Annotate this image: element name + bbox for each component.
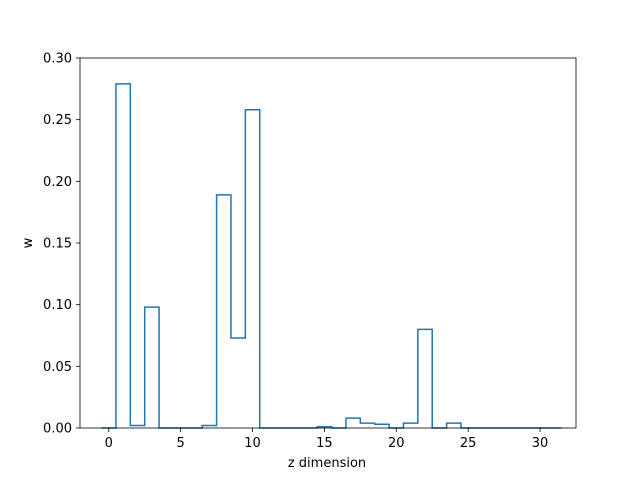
x-axis-label: z dimension bbox=[288, 456, 366, 471]
y-tick-label: 0.05 bbox=[43, 360, 72, 375]
x-tick-label: 25 bbox=[460, 436, 477, 451]
x-tick-label: 15 bbox=[316, 436, 333, 451]
histogram-step-line bbox=[101, 83, 562, 429]
histogram-bar bbox=[245, 110, 259, 428]
y-tick-label: 0.10 bbox=[43, 298, 72, 313]
plot-area bbox=[101, 83, 562, 429]
plot-frame bbox=[79, 57, 577, 429]
y-tick-label: 0.20 bbox=[43, 175, 72, 190]
histogram-bar bbox=[418, 329, 432, 428]
x-tick-label: 20 bbox=[388, 436, 405, 451]
x-tick-label: 10 bbox=[244, 436, 261, 451]
x-axis-ticks: 0 5 10 15 20 25 30 bbox=[105, 428, 549, 451]
y-tick-label: 0.30 bbox=[43, 52, 72, 67]
histogram-bar bbox=[145, 307, 159, 428]
y-tick-label: 0.15 bbox=[43, 237, 72, 252]
histogram-bar bbox=[231, 338, 245, 428]
y-axis-ticks: 0.00 0.05 0.10 0.15 0.20 0.25 0.30 bbox=[43, 52, 80, 437]
histogram-bar bbox=[116, 84, 130, 428]
y-tick-label: 0.00 bbox=[43, 422, 72, 437]
x-tick-label: 0 bbox=[105, 436, 113, 451]
x-tick-label: 30 bbox=[532, 436, 549, 451]
histogram-bar bbox=[346, 418, 360, 428]
x-tick-label: 5 bbox=[176, 436, 184, 451]
histogram-bar bbox=[217, 195, 231, 428]
y-axis-label: w bbox=[21, 237, 36, 248]
y-tick-label: 0.25 bbox=[43, 113, 72, 128]
